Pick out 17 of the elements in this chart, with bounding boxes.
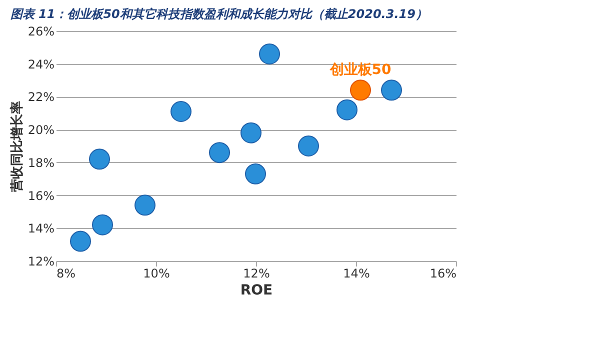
y-tick-label: 24% xyxy=(28,57,54,72)
y-axis-title: 营收同比增长率 xyxy=(8,101,25,193)
y-tick-label: 20% xyxy=(28,123,54,138)
chart-title: 图表 11：创业板50和其它科技指数盈利和成长能力对比（截止2020.3.19） xyxy=(10,7,428,21)
y-tick-label: 18% xyxy=(28,156,54,170)
series-label: 创业板50 xyxy=(328,62,392,78)
y-tick-label: 26% xyxy=(28,24,54,38)
x-tick-label: 16% xyxy=(430,266,456,280)
x-tick-label: 12% xyxy=(243,266,270,280)
y-tick-label: 22% xyxy=(28,90,54,104)
x-tick-label: 14% xyxy=(343,266,370,280)
y-tick-label: 14% xyxy=(28,222,54,236)
x-tick-label: 8% xyxy=(56,266,76,280)
y-tick-label: 12% xyxy=(28,254,54,268)
x-tick-label: 10% xyxy=(143,266,170,280)
y-tick-label: 16% xyxy=(28,188,54,203)
x-axis-title: ROE xyxy=(240,282,273,298)
